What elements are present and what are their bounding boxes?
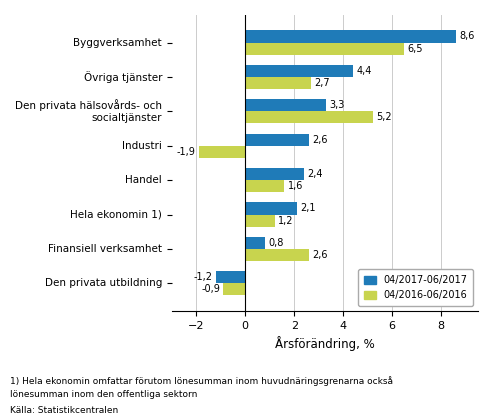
Text: Källa: Statistikcentralen: Källa: Statistikcentralen <box>10 406 118 415</box>
Bar <box>199 146 245 158</box>
Bar <box>245 65 353 77</box>
Text: 0,8: 0,8 <box>268 238 283 248</box>
Text: 2,1: 2,1 <box>300 203 316 213</box>
X-axis label: Årsförändring, %: Årsförändring, % <box>275 336 375 351</box>
Bar <box>245 237 265 249</box>
Text: 6,5: 6,5 <box>408 44 423 54</box>
Text: 2,6: 2,6 <box>312 135 328 145</box>
Text: -1,2: -1,2 <box>194 272 212 282</box>
Text: -0,9: -0,9 <box>201 284 220 295</box>
Bar <box>245 168 304 180</box>
Text: 2,4: 2,4 <box>307 169 323 179</box>
Bar <box>245 249 309 261</box>
Text: 1,6: 1,6 <box>287 181 303 191</box>
Text: 1) Hela ekonomin omfattar förutom lönesumman inom huvudnäringsgrenarna också: 1) Hela ekonomin omfattar förutom lönesu… <box>10 376 393 386</box>
Bar <box>245 30 456 42</box>
Bar <box>245 77 312 89</box>
Bar <box>245 99 326 111</box>
Bar <box>245 134 309 146</box>
Text: 5,2: 5,2 <box>376 112 391 122</box>
Bar <box>223 283 245 295</box>
Text: 3,3: 3,3 <box>329 100 345 110</box>
Text: lönesumman inom den offentliga sektorn: lönesumman inom den offentliga sektorn <box>10 390 197 399</box>
Text: 2,6: 2,6 <box>312 250 328 260</box>
Legend: 04/2017-06/2017, 04/2016-06/2016: 04/2017-06/2017, 04/2016-06/2016 <box>358 270 473 306</box>
Bar <box>245 42 404 54</box>
Text: -1,9: -1,9 <box>176 147 196 157</box>
Bar <box>216 271 245 283</box>
Text: 8,6: 8,6 <box>459 32 474 42</box>
Bar <box>245 111 373 124</box>
Bar <box>245 215 275 227</box>
Text: 1,2: 1,2 <box>278 215 293 225</box>
Bar <box>245 180 284 192</box>
Text: 2,7: 2,7 <box>315 78 330 88</box>
Text: 4,4: 4,4 <box>356 66 372 76</box>
Bar <box>245 203 297 215</box>
